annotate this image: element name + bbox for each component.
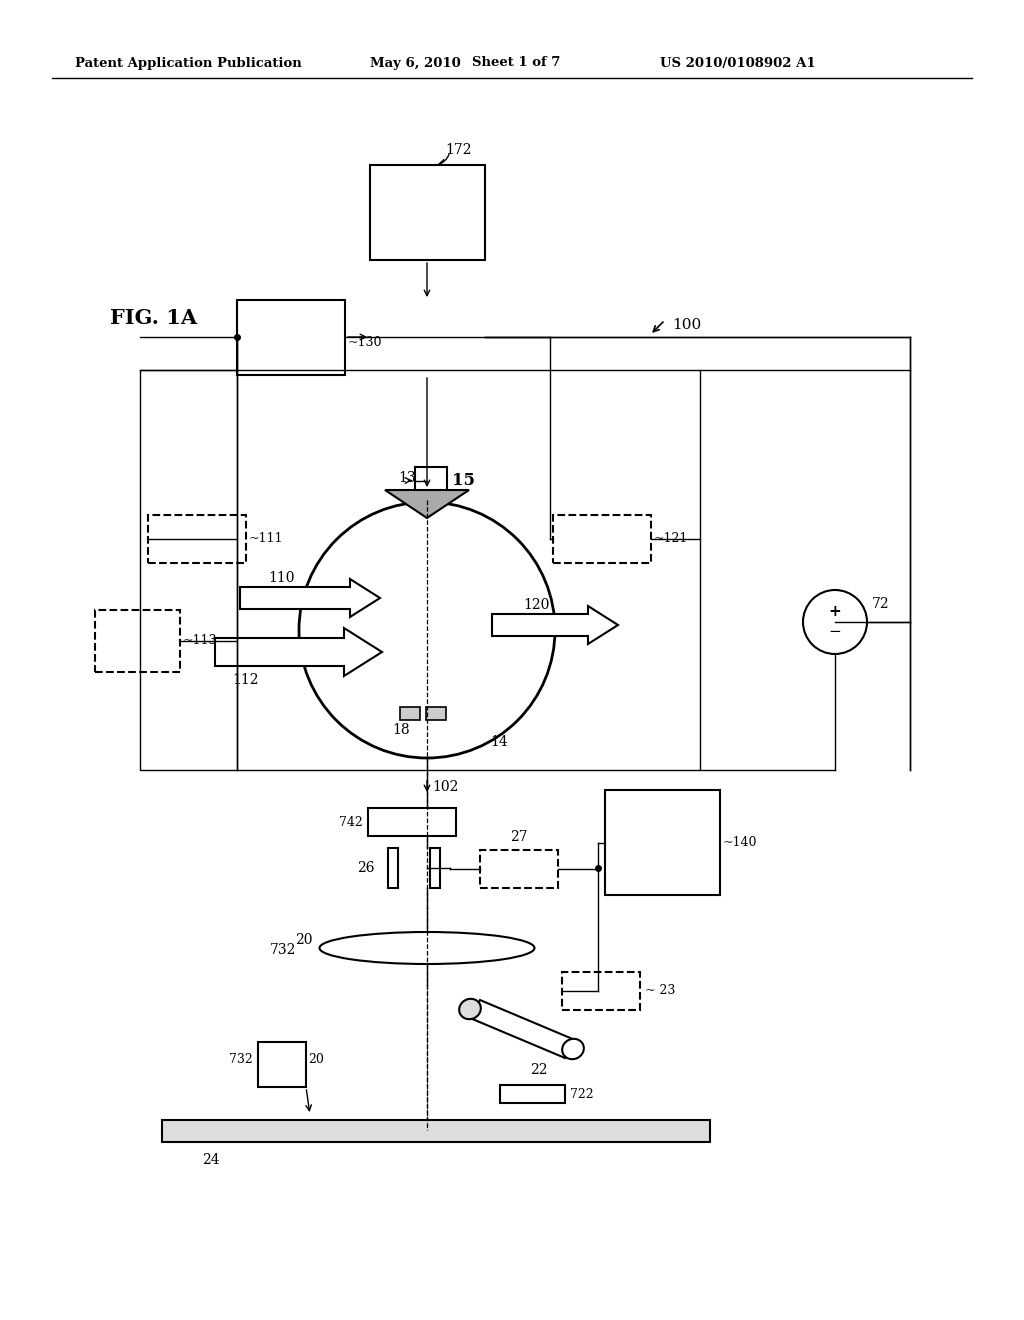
Polygon shape bbox=[492, 606, 618, 644]
Polygon shape bbox=[470, 1001, 575, 1059]
Text: US 2010/0108902 A1: US 2010/0108902 A1 bbox=[660, 57, 816, 70]
Text: ~ 23: ~ 23 bbox=[645, 985, 676, 998]
Text: 18: 18 bbox=[392, 723, 410, 737]
Text: −: − bbox=[828, 624, 842, 639]
Bar bbox=[605, 789, 720, 895]
Bar bbox=[400, 708, 420, 719]
Bar bbox=[368, 808, 456, 836]
Text: 172: 172 bbox=[445, 143, 471, 157]
Polygon shape bbox=[240, 579, 380, 616]
Text: 100: 100 bbox=[672, 318, 701, 333]
Text: 15: 15 bbox=[452, 473, 475, 488]
Text: 22: 22 bbox=[530, 1063, 548, 1077]
Text: ~121: ~121 bbox=[654, 532, 688, 545]
Text: 24: 24 bbox=[202, 1152, 219, 1167]
Text: ~111: ~111 bbox=[249, 532, 284, 545]
Text: 112: 112 bbox=[232, 673, 258, 686]
Bar bbox=[415, 467, 447, 494]
Bar bbox=[237, 300, 345, 375]
Polygon shape bbox=[215, 628, 382, 676]
Bar bbox=[162, 1119, 710, 1142]
Text: 722: 722 bbox=[570, 1088, 594, 1101]
Bar bbox=[553, 515, 651, 564]
Text: ~140: ~140 bbox=[723, 836, 758, 849]
Text: +: + bbox=[828, 605, 842, 619]
Text: 20: 20 bbox=[295, 933, 312, 946]
Text: 110: 110 bbox=[268, 572, 295, 585]
Bar bbox=[500, 1085, 565, 1104]
Text: 13: 13 bbox=[398, 470, 416, 484]
Text: 72: 72 bbox=[872, 597, 890, 611]
Bar bbox=[95, 610, 180, 672]
Bar bbox=[430, 847, 440, 888]
Polygon shape bbox=[385, 490, 469, 517]
Text: 732: 732 bbox=[270, 942, 296, 957]
Ellipse shape bbox=[562, 1039, 584, 1059]
Bar bbox=[370, 165, 485, 260]
Bar bbox=[388, 847, 398, 888]
Text: Patent Application Publication: Patent Application Publication bbox=[75, 57, 302, 70]
Text: ~130: ~130 bbox=[348, 337, 383, 348]
Text: 14: 14 bbox=[490, 735, 508, 748]
Text: 20: 20 bbox=[308, 1053, 324, 1067]
Ellipse shape bbox=[459, 999, 481, 1019]
Bar bbox=[258, 1041, 306, 1086]
Text: May 6, 2010: May 6, 2010 bbox=[370, 57, 461, 70]
Text: FIG. 1A: FIG. 1A bbox=[110, 308, 198, 327]
Text: 27: 27 bbox=[510, 830, 527, 843]
Text: 732: 732 bbox=[229, 1053, 253, 1067]
Bar bbox=[426, 708, 446, 719]
Text: Sheet 1 of 7: Sheet 1 of 7 bbox=[472, 57, 560, 70]
Text: ~113: ~113 bbox=[183, 635, 217, 648]
Text: 742: 742 bbox=[339, 816, 362, 829]
Bar bbox=[480, 850, 558, 888]
Text: 102: 102 bbox=[432, 780, 459, 795]
Text: 120: 120 bbox=[523, 598, 549, 612]
Bar bbox=[562, 972, 640, 1010]
Bar bbox=[148, 515, 246, 564]
Text: 26: 26 bbox=[357, 861, 375, 875]
